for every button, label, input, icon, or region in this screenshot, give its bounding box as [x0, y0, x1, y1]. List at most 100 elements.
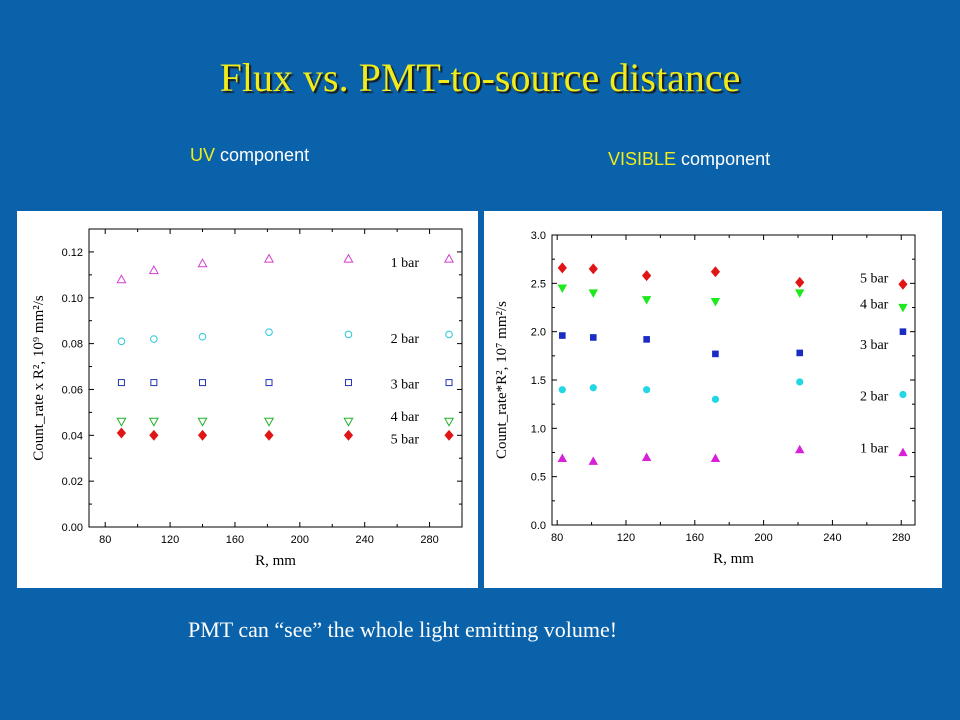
point-3-bar — [899, 328, 907, 335]
y-tick-label: 0.06 — [62, 384, 83, 396]
point-1-bar — [795, 444, 805, 454]
point-5-bar — [557, 262, 567, 274]
point-5-bar — [588, 263, 598, 275]
point-3-bar — [643, 336, 650, 343]
point-4-bar — [148, 417, 159, 427]
point-4-bar — [898, 303, 908, 313]
visible-component-label: VISIBLE component — [608, 149, 770, 170]
point-1-bar — [343, 253, 354, 263]
point-5-bar — [642, 270, 652, 282]
point-3-bar — [117, 379, 125, 387]
point-5-bar — [197, 429, 208, 441]
annotation-2-bar: 2 bar — [860, 389, 889, 404]
y-tick-label: 1.5 — [531, 375, 546, 387]
annotation-5-bar: 5 bar — [860, 272, 889, 287]
point-4-bar — [795, 289, 805, 298]
annotation-4-bar: 4 bar — [860, 298, 889, 313]
y-tick-label: 1.0 — [531, 423, 546, 435]
point-2-bar — [445, 330, 453, 339]
point-4-bar — [443, 417, 455, 427]
x-tick-label: 160 — [226, 534, 244, 546]
point-3-bar — [150, 379, 158, 387]
x-tick-label: 240 — [823, 532, 841, 544]
point-5-bar — [264, 429, 274, 441]
point-1-bar — [148, 265, 159, 275]
point-2-bar — [558, 386, 566, 394]
point-1-bar — [197, 258, 208, 268]
point-2-bar — [344, 330, 353, 339]
annotation-3-bar: 3 bar — [860, 338, 889, 353]
annotation-2-bar: 2 bar — [391, 332, 420, 347]
point-2-bar — [265, 328, 273, 336]
y-tick-label: 0.0 — [531, 520, 546, 532]
point-5-bar — [149, 429, 159, 441]
point-1-bar — [588, 456, 598, 465]
point-2-bar — [796, 378, 804, 386]
point-1-bar — [263, 253, 275, 263]
x-tick-label: 280 — [420, 534, 438, 546]
point-3-bar — [559, 332, 566, 339]
uv-prefix: UV — [190, 145, 216, 165]
y-tick-label: 0.12 — [62, 247, 83, 259]
y-axis-label: Count_rate*R², 10⁷ mm²/s — [494, 301, 510, 459]
uv-suffix: component — [215, 145, 310, 165]
y-tick-label: 2.0 — [531, 327, 546, 339]
point-3-bar — [199, 379, 207, 387]
point-2-bar — [198, 332, 207, 341]
annotation-4-bar: 4 bar — [391, 410, 420, 425]
visible-chart-panel: 0.0 0.5 1.0 1.5 2.0 2.5 3.0 80 120 160 200 240 280 R,… — [484, 211, 942, 588]
x-tick-label: 120 — [161, 534, 179, 546]
point-2-bar — [589, 384, 597, 392]
x-tick-label: 80 — [99, 534, 111, 546]
y-tick-label: 2.5 — [531, 278, 546, 290]
point-5-bar — [444, 429, 454, 441]
point-2-bar — [643, 386, 651, 394]
y-tick-label: 0.04 — [62, 430, 83, 442]
point-5-bar — [116, 427, 127, 439]
point-2-bar — [150, 335, 158, 343]
slide-title: Flux vs. PMT-to-source distance — [219, 55, 741, 100]
y-axis-label: Count_rate x R², 10⁹ mm²/s — [31, 295, 47, 461]
y-tick-label: 0.5 — [531, 472, 546, 484]
point-5-bar — [343, 429, 354, 441]
y-tick-label: 0.08 — [62, 339, 83, 351]
point-3-bar — [344, 379, 352, 387]
point-4-bar — [641, 296, 652, 305]
x-tick-label: 160 — [686, 532, 704, 544]
point-1-bar — [443, 253, 455, 263]
point-4-bar — [710, 298, 721, 307]
uv-component-label: UV component — [190, 145, 309, 166]
x-axis-label: R, mm — [713, 551, 754, 567]
y-tick-label: 0.00 — [62, 522, 83, 534]
point-4-bar — [588, 289, 598, 298]
point-1-bar — [898, 447, 908, 457]
point-3-bar — [796, 349, 804, 357]
point-3-bar — [265, 379, 273, 387]
y-tick-label: 0.02 — [62, 476, 83, 488]
point-4-bar — [197, 417, 208, 427]
visible-prefix: VISIBLE — [608, 149, 677, 169]
point-4-bar — [343, 417, 354, 427]
point-5-bar — [795, 276, 805, 288]
visible-suffix: component — [676, 149, 771, 169]
visible-chart: 0.0 0.5 1.0 1.5 2.0 2.5 3.0 80 120 160 200 240 280 R,… — [494, 230, 916, 567]
x-tick-label: 200 — [754, 532, 772, 544]
point-5-bar — [898, 278, 908, 290]
point-5-bar — [710, 266, 721, 278]
point-2-bar — [117, 337, 126, 346]
point-4-bar — [263, 417, 275, 427]
point-2-bar — [711, 395, 720, 403]
x-tick-label: 200 — [291, 534, 309, 546]
x-tick-label: 240 — [356, 534, 374, 546]
point-1-bar — [710, 453, 721, 462]
point-2-bar — [899, 390, 907, 399]
point-1-bar — [641, 452, 652, 461]
point-1-bar — [557, 453, 568, 462]
annotation-3-bar: 3 bar — [391, 378, 420, 393]
plot-frame — [88, 228, 463, 528]
x-tick-label: 80 — [551, 532, 563, 544]
point-4-bar — [557, 284, 568, 293]
annotation-1-bar: 1 bar — [391, 256, 420, 271]
x-tick-label: 120 — [617, 532, 635, 544]
point-3-bar — [589, 334, 597, 341]
